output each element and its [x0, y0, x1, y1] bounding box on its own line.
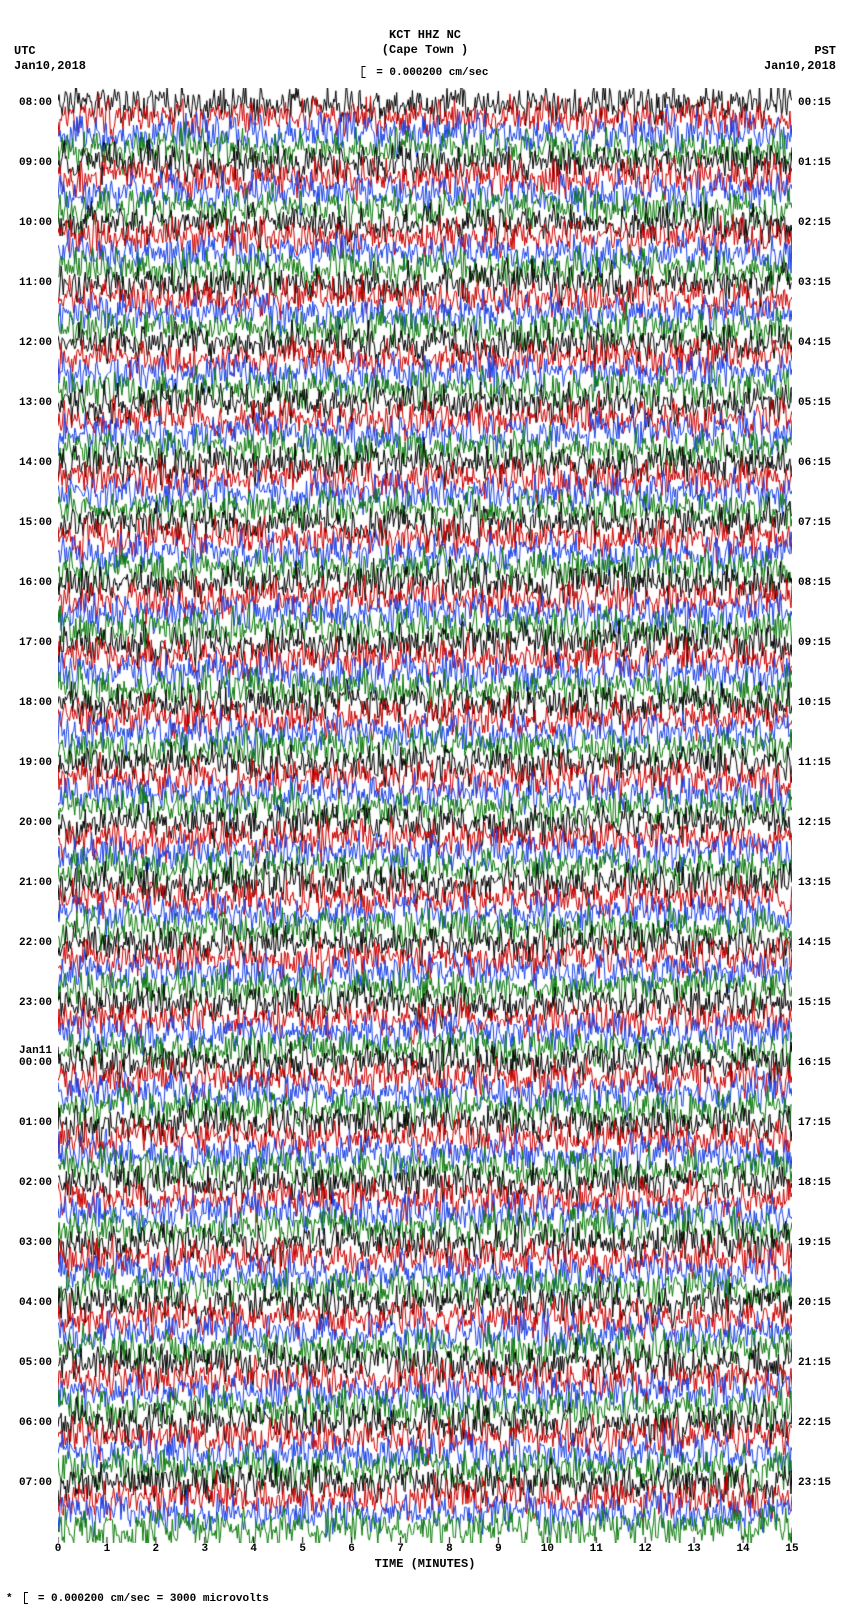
- time-label: 13:15: [798, 877, 831, 889]
- time-label: 09:00: [19, 157, 52, 169]
- x-tick-label: 11: [590, 1543, 603, 1555]
- time-label: 07:00: [19, 1477, 52, 1489]
- time-label: 06:00: [19, 1417, 52, 1429]
- time-label: 05:15: [798, 397, 831, 409]
- time-label: 15:15: [798, 997, 831, 1009]
- time-label: 17:15: [798, 1117, 831, 1129]
- x-tick-label: 13: [688, 1543, 701, 1555]
- x-tick-label: 10: [541, 1543, 554, 1555]
- tz-right: PST Jan10,2018: [764, 44, 836, 74]
- time-label: 15:00: [19, 517, 52, 529]
- time-label: 08:00: [19, 97, 52, 109]
- right-time-labels: 00:15 01:15 02:15 03:15 04:15 05:15 06:15 07:15…: [794, 88, 850, 1543]
- header: KCT HHZ NC (Cape Town ) = 0.000200 cm/se…: [0, 0, 850, 85]
- time-label: 19:00: [19, 757, 52, 769]
- x-tick-label: 8: [446, 1543, 453, 1555]
- time-label: 16:00: [19, 577, 52, 589]
- time-label: 00:00: [19, 1057, 52, 1069]
- time-label: 23:00: [19, 997, 52, 1009]
- footer-scale: = 0.000200 cm/sec = 3000 microvolts: [6, 1592, 269, 1605]
- time-label: 00:15: [798, 97, 831, 109]
- x-tick-label: 7: [397, 1543, 404, 1555]
- time-label: 21:15: [798, 1357, 831, 1369]
- x-axis-title: TIME (MINUTES): [375, 1557, 476, 1571]
- x-tick-label: 5: [299, 1543, 306, 1555]
- time-label: 14:15: [798, 937, 831, 949]
- time-label: 18:00: [19, 697, 52, 709]
- time-label: 02:00: [19, 1177, 52, 1189]
- time-label: 06:15: [798, 457, 831, 469]
- time-label: 03:15: [798, 277, 831, 289]
- left-time-labels: 08:00 09:00 10:00 11:00 12:00 13:00 14:00 15:00…: [0, 88, 56, 1543]
- time-label: 23:15: [798, 1477, 831, 1489]
- station-location: (Cape Town ): [382, 43, 468, 58]
- time-label: 21:00: [19, 877, 52, 889]
- tz-left-date: Jan10,2018: [14, 59, 86, 74]
- time-label: 03:00: [19, 1237, 52, 1249]
- time-label: 02:15: [798, 217, 831, 229]
- time-label: 20:00: [19, 817, 52, 829]
- time-label: 07:15: [798, 517, 831, 529]
- x-tick-label: 6: [348, 1543, 355, 1555]
- time-label: 14:00: [19, 457, 52, 469]
- time-label: 10:15: [798, 697, 831, 709]
- time-label: 05:00: [19, 1357, 52, 1369]
- footer-scale-text: = 0.000200 cm/sec = 3000 microvolts: [38, 1593, 269, 1605]
- tz-left-label: UTC: [14, 44, 86, 59]
- tz-right-label: PST: [764, 44, 836, 59]
- x-tick-label: 2: [153, 1543, 160, 1555]
- scale-bar-icon: [362, 66, 366, 78]
- x-tick-label: 12: [639, 1543, 652, 1555]
- title-block: KCT HHZ NC (Cape Town ): [382, 28, 468, 58]
- tz-right-date: Jan10,2018: [764, 59, 836, 74]
- scale-indicator: = 0.000200 cm/sec: [362, 66, 489, 79]
- time-label: 09:15: [798, 637, 831, 649]
- x-tick-label: 0: [55, 1543, 62, 1555]
- time-label: 18:15: [798, 1177, 831, 1189]
- time-label: 01:00: [19, 1117, 52, 1129]
- station-id: KCT HHZ NC: [382, 28, 468, 43]
- x-axis: TIME (MINUTES) 0123456789101112131415: [58, 1543, 792, 1575]
- time-label: 19:15: [798, 1237, 831, 1249]
- time-label: 10:00: [19, 217, 52, 229]
- time-label: 11:15: [798, 757, 831, 769]
- plot-area: [58, 88, 792, 1543]
- x-tick-label: 9: [495, 1543, 502, 1555]
- scale-text: = 0.000200 cm/sec: [376, 67, 488, 79]
- x-tick-label: 15: [785, 1543, 798, 1555]
- time-label: 08:15: [798, 577, 831, 589]
- time-label: 13:00: [19, 397, 52, 409]
- time-label: 04:00: [19, 1297, 52, 1309]
- time-label: 04:15: [798, 337, 831, 349]
- day-break-label: Jan11: [19, 1045, 52, 1057]
- footnote-star-icon: [6, 1593, 15, 1605]
- x-tick-label: 1: [104, 1543, 111, 1555]
- scale-bar-icon: [24, 1592, 28, 1604]
- helicorder-canvas: [58, 88, 792, 1543]
- time-label: 16:15: [798, 1057, 831, 1069]
- time-label: 12:15: [798, 817, 831, 829]
- tz-left: UTC Jan10,2018: [14, 44, 86, 74]
- time-label: 22:00: [19, 937, 52, 949]
- time-label: 12:00: [19, 337, 52, 349]
- x-tick-label: 14: [736, 1543, 749, 1555]
- time-label: 20:15: [798, 1297, 831, 1309]
- x-tick-label: 3: [201, 1543, 208, 1555]
- x-tick-label: 4: [250, 1543, 257, 1555]
- time-label: 22:15: [798, 1417, 831, 1429]
- time-label: 17:00: [19, 637, 52, 649]
- time-label: 01:15: [798, 157, 831, 169]
- time-label: 11:00: [19, 277, 52, 289]
